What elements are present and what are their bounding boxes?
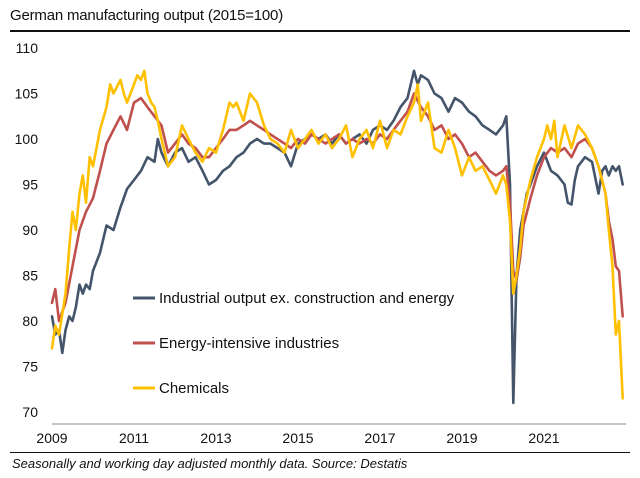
legend-label-0: Industrial output ex. construction and e… xyxy=(159,290,455,307)
legend-label-1: Energy-intensive industries xyxy=(159,335,339,352)
y-tick-label: 75 xyxy=(22,359,38,375)
x-tick-label: 2009 xyxy=(36,430,67,446)
series-line-0 xyxy=(50,69,624,405)
x-tick-label: 2015 xyxy=(282,430,313,446)
x-tick-label: 2019 xyxy=(446,430,477,446)
y-tick-label: 85 xyxy=(22,268,38,284)
title-rule xyxy=(10,30,630,32)
y-tick-label: 95 xyxy=(22,177,38,193)
y-tick-label: 100 xyxy=(15,131,39,147)
footer-rule xyxy=(10,452,630,453)
y-tick-label: 90 xyxy=(22,222,38,238)
legend-label-2: Chemicals xyxy=(159,380,229,397)
series-line-2 xyxy=(50,69,624,400)
y-tick-label: 105 xyxy=(15,86,39,102)
y-tick-label: 70 xyxy=(22,404,38,420)
source-note: Seasonally and working day adjusted mont… xyxy=(12,456,408,471)
x-tick-label: 2013 xyxy=(200,430,231,446)
y-tick-label: 110 xyxy=(16,40,39,56)
y-tick-label: 80 xyxy=(22,313,38,329)
series-line-1 xyxy=(50,92,624,323)
x-tick-label: 2017 xyxy=(364,430,395,446)
chart-title: German manufacturing output (2015=100) xyxy=(10,7,283,24)
x-tick-label: 2011 xyxy=(119,430,149,446)
x-tick-label: 2021 xyxy=(528,430,559,446)
